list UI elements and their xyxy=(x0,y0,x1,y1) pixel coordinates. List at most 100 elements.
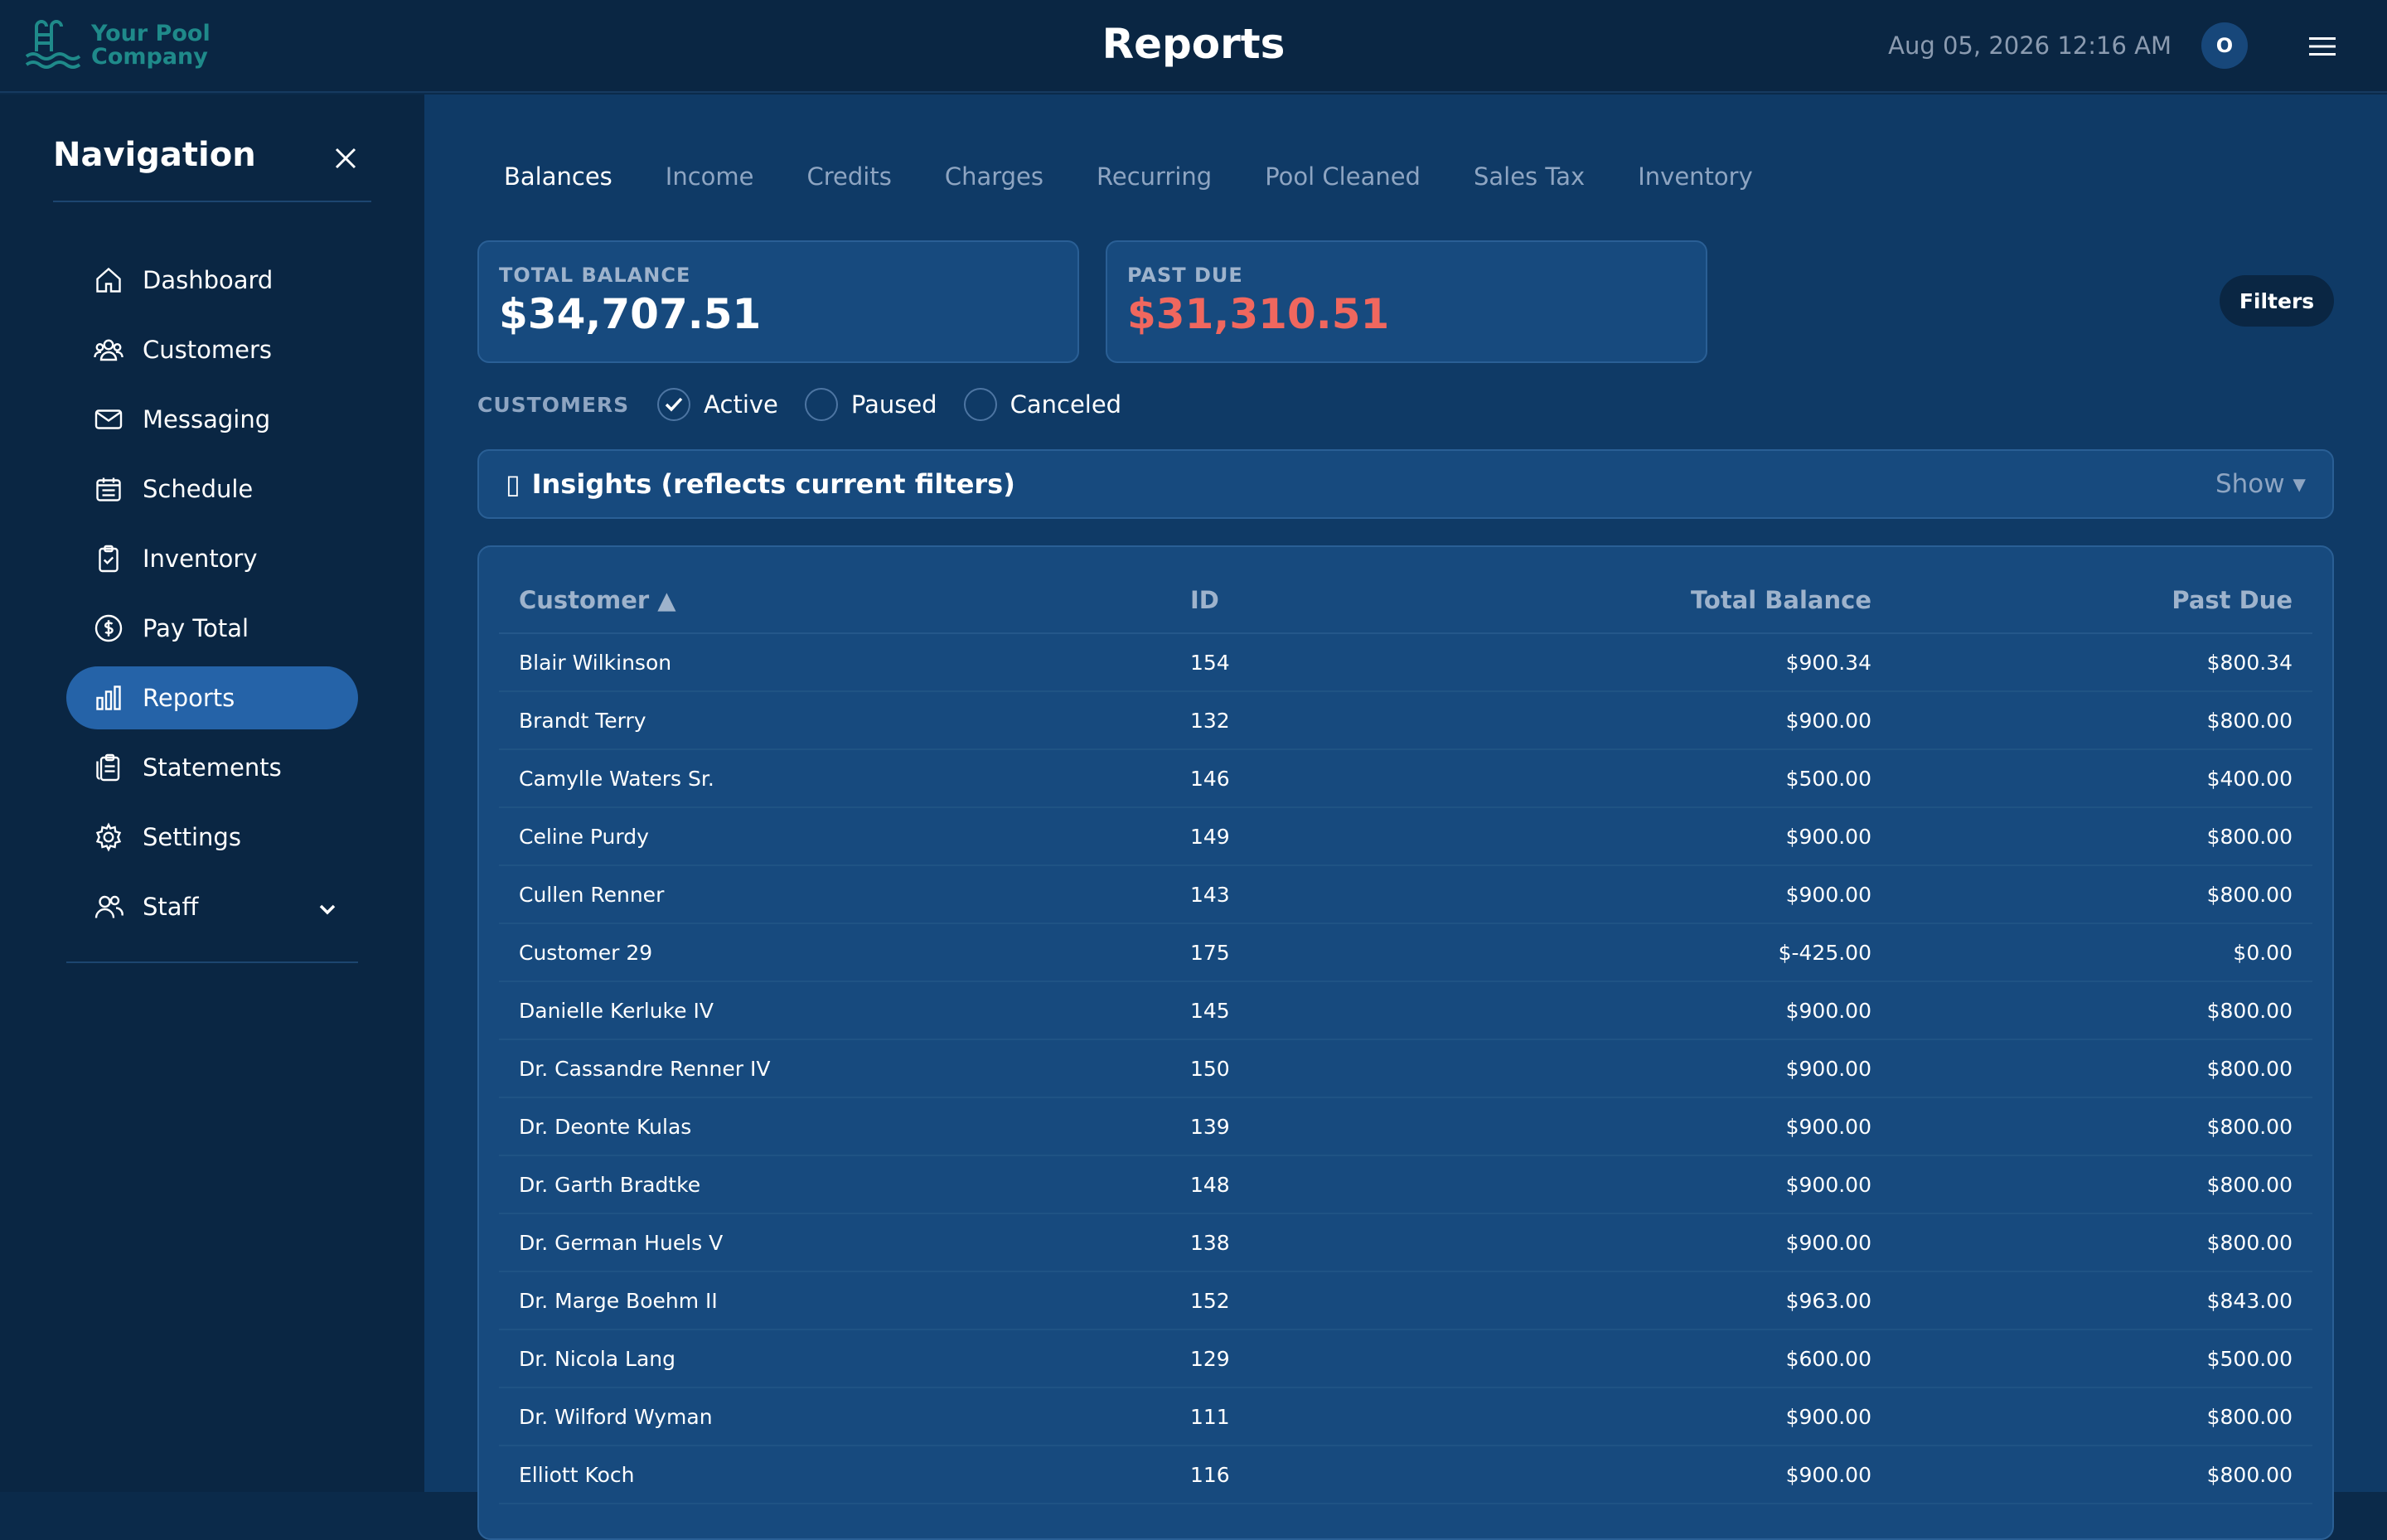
hamburger-menu-button[interactable] xyxy=(2302,30,2342,63)
sidebar-item-statements[interactable]: Statements xyxy=(66,736,358,799)
tab-credits[interactable]: Credits xyxy=(806,162,892,191)
customer-name-cell[interactable]: Elliott Koch xyxy=(499,1446,1170,1504)
customer-name-cell[interactable]: Dr. Deonte Kulas xyxy=(499,1097,1170,1156)
filter-active-label: Active xyxy=(704,390,778,419)
customer-name-cell[interactable]: Celine Purdy xyxy=(499,807,1170,866)
tab-inventory[interactable]: Inventory xyxy=(1638,162,1753,191)
column-header-customer[interactable]: Customer ▲ xyxy=(499,567,1170,634)
table-row[interactable]: Customer 29 175 $-425.00 $0.00 xyxy=(499,923,2312,982)
column-header-id[interactable]: ID xyxy=(1170,567,1444,634)
checkbox-checked[interactable] xyxy=(657,388,691,421)
user-avatar[interactable]: O xyxy=(2201,22,2248,69)
insights-title-text: Insights (reflects current filters) xyxy=(531,468,1015,500)
table-row[interactable]: Celine Purdy 149 $900.00 $800.00 xyxy=(499,807,2312,866)
top-bar: Your Pool Company Reports Aug 05, 2026 1… xyxy=(0,0,2387,93)
tab-income[interactable]: Income xyxy=(665,162,754,191)
customer-name-cell[interactable]: Dr. Marge Boehm II xyxy=(499,1271,1170,1330)
sidebar-item-staff[interactable]: Staff xyxy=(66,875,358,938)
table-row[interactable]: Brandt Terry 132 $900.00 $800.00 xyxy=(499,691,2312,750)
sidebar-item-label: Messaging xyxy=(143,405,271,433)
customer-name-cell[interactable]: Blair Wilkinson xyxy=(499,633,1170,692)
current-datetime: Aug 05, 2026 12:16 AM xyxy=(1888,31,2172,60)
mail-icon xyxy=(93,404,124,435)
calendar-icon xyxy=(93,473,124,505)
insights-show-toggle[interactable]: Show ▾ xyxy=(2215,469,2306,499)
past-due-cell: $800.00 xyxy=(1891,1097,2312,1156)
logo-line-1: Your Pool xyxy=(91,21,211,46)
table-row[interactable]: Elliott Koch 116 $900.00 $800.00 xyxy=(499,1446,2312,1504)
filter-paused[interactable]: Paused xyxy=(804,388,937,421)
checkbox-unchecked[interactable] xyxy=(804,388,838,421)
insights-glyph-icon: ▯ xyxy=(506,468,520,500)
sidebar-item-reports[interactable]: Reports xyxy=(66,666,358,729)
staff-icon xyxy=(93,891,124,923)
total-balance-cell: $900.00 xyxy=(1444,981,1891,1040)
customer-name-cell[interactable]: Camylle Waters Sr. xyxy=(499,749,1170,808)
pool-ladder-icon xyxy=(25,20,81,69)
column-header-total-balance[interactable]: Total Balance xyxy=(1444,567,1891,634)
table-row[interactable]: Camylle Waters Sr. 146 $500.00 $400.00 xyxy=(499,749,2312,808)
customer-id-cell: 138 xyxy=(1170,1213,1444,1272)
table-row[interactable]: Dr. Garth Bradtke 148 $900.00 $800.00 xyxy=(499,1155,2312,1214)
table-row[interactable]: Dr. Marge Boehm II 152 $963.00 $843.00 xyxy=(499,1271,2312,1330)
balances-table-card: Customer ▲ ID Total Balance Past Due Bla… xyxy=(477,545,2334,1540)
customer-name-cell[interactable]: Dr. Wilford Wyman xyxy=(499,1387,1170,1446)
past-due-cell: $800.00 xyxy=(1891,981,2312,1040)
customer-id-cell: 116 xyxy=(1170,1446,1444,1504)
table-row[interactable]: Dr. Cassandre Renner IV 150 $900.00 $800.00 xyxy=(499,1039,2312,1098)
table-row[interactable]: Dr. Wilford Wyman 111 $900.00 $800.00 xyxy=(499,1387,2312,1446)
customer-name-cell[interactable]: Danielle Kerluke IV xyxy=(499,981,1170,1040)
chevron-down-icon[interactable] xyxy=(318,893,337,921)
tab-balances[interactable]: Balances xyxy=(504,162,612,191)
customer-name-cell[interactable]: Brandt Terry xyxy=(499,691,1170,750)
sidebar-item-label: Statements xyxy=(143,753,282,782)
past-due-cell: $800.00 xyxy=(1891,1387,2312,1446)
sidebar-item-customers[interactable]: Customers xyxy=(66,318,358,381)
sidebar-item-pay-total[interactable]: Pay Total xyxy=(66,597,358,660)
customer-id-cell: 152 xyxy=(1170,1271,1444,1330)
sidebar-item-label: Pay Total xyxy=(143,614,249,642)
sidebar-item-inventory[interactable]: Inventory xyxy=(66,527,358,590)
total-balance-cell: $900.00 xyxy=(1444,1387,1891,1446)
tab-sales-tax[interactable]: Sales Tax xyxy=(1473,162,1586,191)
customer-id-cell: 143 xyxy=(1170,865,1444,924)
filters-button[interactable]: Filters xyxy=(2220,275,2334,327)
sidebar-item-schedule[interactable]: Schedule xyxy=(66,458,358,521)
customer-name-cell[interactable]: Dr. Cassandre Renner IV xyxy=(499,1039,1170,1098)
company-logo[interactable]: Your Pool Company xyxy=(25,18,257,73)
check-icon xyxy=(665,397,683,412)
total-balance-card: TOTAL BALANCE $34,707.51 xyxy=(477,240,1079,363)
customer-name-cell[interactable]: Dr. Garth Bradtke xyxy=(499,1155,1170,1214)
sidebar-bottom-divider xyxy=(66,961,358,963)
table-row[interactable]: Blair Wilkinson 154 $900.34 $800.34 xyxy=(499,633,2312,692)
customer-name-cell[interactable]: Customer 29 xyxy=(499,923,1170,982)
customer-name-cell[interactable]: Cullen Renner xyxy=(499,865,1170,924)
filter-active[interactable]: Active xyxy=(657,388,778,421)
customer-status-filter: CUSTOMERS Active Paused Canceled xyxy=(477,388,1148,421)
sidebar-item-settings[interactable]: Settings xyxy=(66,806,358,869)
table-row[interactable]: Danielle Kerluke IV 145 $900.00 $800.00 xyxy=(499,981,2312,1040)
filter-canceled[interactable]: Canceled xyxy=(963,388,1121,421)
insights-panel[interactable]: ▯ Insights (reflects current filters) Sh… xyxy=(477,449,2334,519)
table-row[interactable]: Dr. German Huels V 138 $900.00 $800.00 xyxy=(499,1213,2312,1272)
table-row[interactable]: Cullen Renner 143 $900.00 $800.00 xyxy=(499,865,2312,924)
customer-name-cell[interactable]: Dr. Nicola Lang xyxy=(499,1329,1170,1388)
tab-recurring[interactable]: Recurring xyxy=(1097,162,1213,191)
column-header-past-due[interactable]: Past Due xyxy=(1891,567,2312,634)
main-content: Balances Income Credits Charges Recurrin… xyxy=(424,94,2387,1540)
customer-id-cell: 132 xyxy=(1170,691,1444,750)
tab-charges[interactable]: Charges xyxy=(944,162,1043,191)
table-row[interactable]: Dr. Deonte Kulas 139 $900.00 $800.00 xyxy=(499,1097,2312,1156)
customer-id-cell: 148 xyxy=(1170,1155,1444,1214)
past-due-cell: $800.00 xyxy=(1891,1155,2312,1214)
sidebar-close-button[interactable] xyxy=(325,138,366,179)
sidebar: Navigation Dashboard Customers Messaging xyxy=(0,94,424,1492)
sidebar-item-messaging[interactable]: Messaging xyxy=(66,388,358,451)
sidebar-item-dashboard[interactable]: Dashboard xyxy=(66,249,358,312)
checkbox-unchecked[interactable] xyxy=(963,388,997,421)
customer-name-cell[interactable]: Dr. German Huels V xyxy=(499,1213,1170,1272)
tab-pool-cleaned[interactable]: Pool Cleaned xyxy=(1265,162,1421,191)
customer-id-cell: 111 xyxy=(1170,1387,1444,1446)
table-row[interactable]: Dr. Nicola Lang 129 $600.00 $500.00 xyxy=(499,1329,2312,1388)
sidebar-divider xyxy=(53,201,371,202)
